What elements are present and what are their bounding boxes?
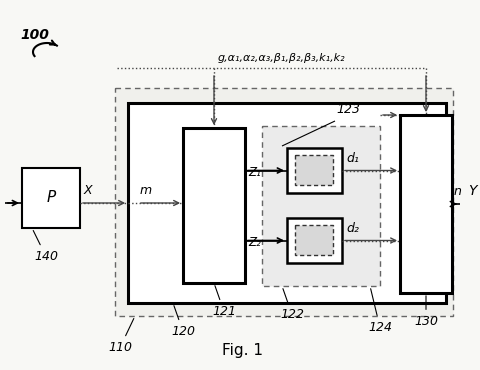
Text: 100: 100 xyxy=(20,28,49,42)
Text: P: P xyxy=(47,191,56,205)
Text: X: X xyxy=(84,184,93,197)
Text: 140: 140 xyxy=(33,231,58,263)
Text: d₂: d₂ xyxy=(346,222,359,235)
Text: 121: 121 xyxy=(212,286,236,318)
Text: Y: Y xyxy=(468,184,477,198)
Bar xyxy=(183,128,245,283)
Text: d₁: d₁ xyxy=(346,152,359,165)
Bar xyxy=(287,148,342,193)
Bar xyxy=(400,115,452,293)
Bar xyxy=(295,225,333,255)
Text: Z₁: Z₁ xyxy=(248,166,261,179)
Bar xyxy=(22,168,80,228)
Bar xyxy=(262,126,380,286)
Text: 123: 123 xyxy=(336,103,360,116)
Bar xyxy=(115,88,453,316)
Text: m: m xyxy=(140,184,152,197)
Text: 122: 122 xyxy=(280,289,304,321)
Bar xyxy=(287,218,342,263)
Text: 110: 110 xyxy=(108,319,134,354)
Text: Z₂: Z₂ xyxy=(248,236,261,249)
Text: g,α₁,α₂,α₃,β₁,β₂,β₃,k₁,k₂: g,α₁,α₂,α₃,β₁,β₂,β₃,k₁,k₂ xyxy=(218,53,345,63)
Text: 124: 124 xyxy=(368,289,392,334)
Bar xyxy=(128,103,446,303)
Text: 130: 130 xyxy=(414,296,438,328)
Text: Fig. 1: Fig. 1 xyxy=(221,343,263,358)
Bar xyxy=(295,155,333,185)
Text: n: n xyxy=(454,185,462,198)
Text: 120: 120 xyxy=(171,306,195,338)
